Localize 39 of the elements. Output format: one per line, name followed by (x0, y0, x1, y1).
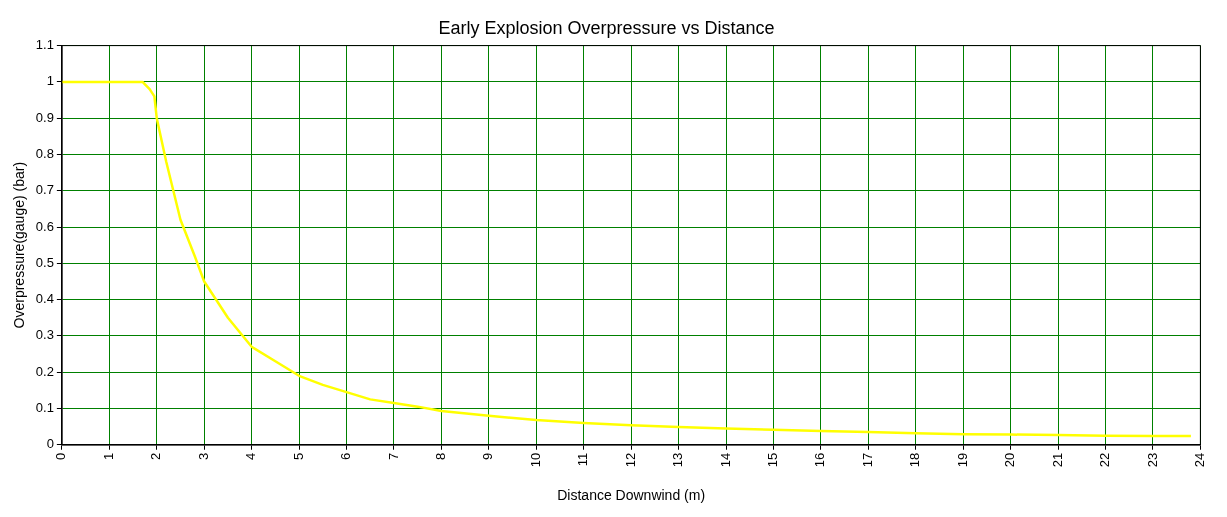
x-tick-label: 23 (1144, 452, 1160, 468)
y-tick-label: 0.9 (35, 109, 54, 125)
x-tick-label: 1 (100, 452, 116, 460)
x-axis-title: Distance Downwind (m) (557, 487, 706, 504)
y-tick-label: 0.5 (35, 254, 54, 270)
x-tick-label: 20 (1002, 452, 1018, 468)
y-axis-title: Overpressure(gauge) (bar) (11, 161, 28, 329)
x-tick-label: 22 (1097, 452, 1113, 468)
x-tick-label: 16 (812, 452, 828, 468)
y-tick-label: 0.4 (35, 291, 54, 307)
x-tick-label: 15 (765, 452, 781, 468)
y-tick-label: 0.6 (35, 218, 54, 234)
y-tick-label: 0.8 (35, 146, 54, 162)
x-tick-label: 17 (859, 452, 875, 468)
x-tick-label: 5 (290, 452, 306, 460)
x-tick-label: 24 (1191, 452, 1207, 468)
x-tick-label: 21 (1049, 452, 1065, 468)
x-tick-label: 2 (148, 452, 164, 460)
y-tick-label: 0.3 (35, 327, 54, 343)
y-tick-label: 0.2 (35, 363, 54, 379)
x-tick-label: 3 (195, 452, 211, 460)
x-tick-label: 6 (338, 452, 354, 460)
x-tick-label: 0 (53, 452, 69, 460)
y-tick-label: 1.1 (35, 37, 54, 53)
x-tick-label: 4 (243, 452, 259, 460)
y-tick-label: 0.7 (35, 182, 54, 198)
chart-title: Early Explosion Overpressure vs Distance (438, 17, 775, 38)
x-tick-label: 8 (432, 452, 448, 460)
x-tick-label: 14 (717, 452, 733, 468)
x-tick-label: 18 (907, 452, 923, 468)
x-tick-label: 10 (527, 452, 543, 468)
x-tick-label: 7 (385, 452, 401, 460)
x-tick-label: 13 (670, 452, 686, 468)
x-tick-label: 11 (575, 452, 591, 467)
x-tick-label: 12 (622, 452, 638, 468)
x-tick-label: 9 (480, 452, 496, 460)
x-tick-label: 19 (954, 452, 970, 468)
y-tick-label: 0.1 (35, 400, 54, 416)
y-tick-label: 1 (46, 73, 54, 89)
